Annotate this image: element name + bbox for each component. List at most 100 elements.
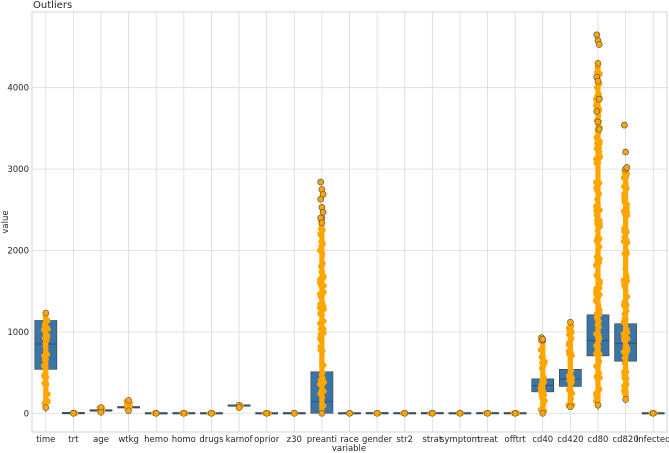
data-point bbox=[596, 292, 602, 299]
data-point bbox=[621, 210, 628, 217]
x-tick-label: infected bbox=[636, 435, 669, 445]
data-point bbox=[597, 154, 604, 160]
data-point bbox=[568, 368, 575, 374]
data-point bbox=[568, 396, 575, 402]
data-point bbox=[42, 340, 48, 347]
data-point bbox=[593, 237, 600, 243]
data-point bbox=[623, 308, 630, 314]
outlier-point bbox=[623, 164, 631, 171]
data-point bbox=[43, 380, 50, 387]
data-point bbox=[565, 341, 572, 348]
data-point bbox=[622, 223, 628, 229]
outlier-point bbox=[593, 107, 601, 115]
data-point bbox=[125, 407, 132, 415]
outlier-point bbox=[595, 41, 603, 48]
data-point bbox=[596, 223, 603, 230]
data-point bbox=[42, 309, 50, 317]
data-point bbox=[624, 327, 630, 333]
x-tick-label: str2 bbox=[396, 435, 413, 445]
data-point bbox=[541, 398, 547, 404]
x-tick-label: homo bbox=[172, 435, 196, 445]
data-point bbox=[540, 362, 547, 369]
data-point bbox=[318, 338, 325, 344]
data-point bbox=[624, 345, 631, 351]
data-point bbox=[318, 388, 324, 395]
data-point bbox=[595, 385, 602, 392]
y-axis-label: value bbox=[1, 210, 11, 233]
data-point bbox=[595, 364, 601, 371]
point-series bbox=[40, 31, 658, 417]
data-point bbox=[208, 409, 215, 417]
x-tick-label: preanti bbox=[307, 435, 337, 445]
data-point bbox=[316, 304, 323, 311]
data-point bbox=[568, 335, 575, 342]
data-point bbox=[42, 352, 49, 359]
data-point bbox=[649, 409, 657, 417]
data-point bbox=[596, 144, 602, 151]
data-point bbox=[624, 201, 631, 208]
data-point bbox=[597, 217, 603, 224]
data-point bbox=[70, 409, 77, 417]
data-point bbox=[401, 409, 409, 417]
x-tick-label: cd420 bbox=[557, 435, 583, 445]
data-point bbox=[319, 374, 326, 380]
data-point bbox=[623, 259, 629, 265]
data-point bbox=[623, 181, 629, 188]
x-axis-label: variable bbox=[332, 444, 366, 453]
data-point bbox=[567, 318, 574, 326]
outlier-point bbox=[317, 178, 325, 186]
data-point bbox=[320, 369, 326, 376]
data-point bbox=[319, 299, 326, 306]
data-point bbox=[621, 360, 628, 367]
data-point bbox=[569, 329, 575, 336]
y-tick-labels: 0 1000 2000 3000 4000 bbox=[7, 84, 29, 420]
outlier-point bbox=[595, 95, 603, 103]
data-point bbox=[318, 226, 324, 232]
x-tick-label: trt bbox=[68, 435, 79, 445]
data-point bbox=[318, 243, 324, 250]
data-point bbox=[567, 403, 574, 411]
data-point bbox=[539, 409, 547, 417]
data-point bbox=[180, 409, 188, 417]
x-tick-label: strat bbox=[422, 435, 442, 445]
data-point bbox=[538, 354, 544, 360]
data-point bbox=[44, 397, 51, 404]
y-tick-label: 4000 bbox=[7, 84, 29, 94]
data-point bbox=[620, 175, 627, 181]
y-tick-label: 2000 bbox=[7, 246, 29, 256]
data-point bbox=[595, 344, 602, 351]
x-tick-label: cd40 bbox=[532, 435, 553, 445]
data-point bbox=[621, 191, 628, 198]
x-tick-label: hemo bbox=[144, 435, 168, 445]
outlier-point bbox=[539, 335, 547, 343]
data-point bbox=[320, 348, 326, 354]
x-tick-label: treat bbox=[477, 435, 498, 445]
outlier-point bbox=[317, 195, 325, 203]
data-point bbox=[40, 362, 47, 369]
y-tick-label: 1000 bbox=[7, 328, 29, 338]
data-point bbox=[569, 390, 576, 397]
data-point bbox=[539, 346, 545, 353]
data-point bbox=[123, 402, 130, 409]
data-point bbox=[317, 320, 323, 327]
x-tick-label: time bbox=[36, 435, 55, 445]
x-tick-label: cd820 bbox=[612, 435, 638, 445]
data-point bbox=[320, 402, 327, 409]
x-tick-label: z30 bbox=[287, 435, 302, 445]
data-point bbox=[321, 318, 327, 324]
data-point bbox=[565, 387, 572, 393]
data-point bbox=[593, 314, 600, 320]
data-point bbox=[597, 280, 603, 286]
data-point bbox=[263, 409, 270, 417]
data-point bbox=[596, 370, 603, 376]
data-point bbox=[235, 404, 243, 411]
data-point bbox=[42, 404, 50, 411]
data-point bbox=[594, 59, 602, 67]
data-point bbox=[621, 303, 627, 309]
x-tick-label: symptom bbox=[440, 435, 480, 445]
data-point bbox=[319, 262, 325, 269]
data-point bbox=[597, 180, 603, 186]
chart-title: Outliers bbox=[33, 0, 72, 11]
data-point bbox=[317, 331, 323, 338]
y-tick-label: 0 bbox=[24, 409, 29, 419]
